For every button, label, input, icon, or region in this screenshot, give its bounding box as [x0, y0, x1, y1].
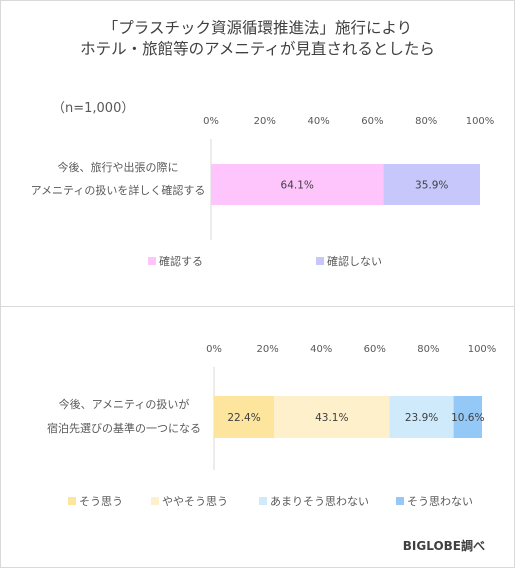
source-credit: BIGLOBE調べ — [402, 539, 485, 553]
title-line-2: ホテル・旅館等のアメニティが見直されるとしたら — [80, 40, 435, 58]
bar-segment-0-1 — [383, 164, 480, 205]
x-tick-label-0-4: 80% — [415, 116, 437, 127]
legend-label-1-0: そう思う — [79, 495, 123, 508]
x-tick-label-1-4: 80% — [417, 344, 439, 355]
legend-label-0-1: 確認しない — [327, 254, 382, 268]
x-tick-label-0-5: 100% — [466, 116, 495, 127]
legend-swatch-1-1 — [151, 497, 159, 505]
bar-segment-1-2 — [389, 396, 454, 438]
legend-label-1-3: そう思わない — [407, 495, 473, 508]
sample-size-label: （n=1,000） — [52, 101, 135, 116]
bar-segment-1-1 — [274, 396, 390, 438]
chart-title: 「プラスチック資源循環推進法」施行により ホテル・旅館等のアメニティが見直される… — [0, 18, 515, 60]
legend-swatch-1-0 — [68, 497, 76, 505]
x-tick-label-1-1: 20% — [256, 344, 278, 355]
x-tick-label-1-5: 100% — [468, 344, 497, 355]
bar-segment-1-0 — [214, 396, 275, 438]
x-tick-label-1-2: 40% — [310, 344, 332, 355]
legend-label-0-0: 確認する — [159, 254, 203, 268]
legend-swatch-0-1 — [316, 257, 324, 265]
category-label-1-0: 今後、アメニティの扱いが — [59, 397, 190, 411]
category-label-1-1: 宿泊先選びの基準の一つになる — [47, 421, 201, 435]
x-tick-label-0-2: 40% — [307, 116, 329, 127]
x-tick-label-0-1: 20% — [254, 116, 276, 127]
data-label-0-1: 35.9% — [415, 180, 448, 192]
data-label-1-0: 22.4% — [227, 412, 260, 424]
legend-swatch-1-3 — [396, 497, 404, 505]
bar-segment-0-0 — [211, 164, 384, 205]
section-divider — [0, 306, 515, 307]
x-tick-label-1-0: 0% — [206, 344, 222, 355]
legend-label-1-1: ややそう思う — [162, 495, 228, 508]
x-tick-label-0-0: 0% — [203, 116, 219, 127]
title-line-1: 「プラスチック資源循環推進法」施行により — [102, 19, 413, 37]
category-label-0-0: 今後、旅行や出張の際に — [58, 160, 179, 174]
x-tick-label-1-3: 60% — [364, 344, 386, 355]
legend-swatch-1-2 — [259, 497, 267, 505]
data-label-1-3: 10.6% — [451, 412, 484, 424]
legend-label-1-2: あまりそう思わない — [270, 495, 369, 508]
data-label-0-0: 64.1% — [281, 180, 314, 192]
bar-segment-1-3 — [453, 396, 482, 438]
category-label-0-1: アメニティの扱いを詳しく確認する — [31, 183, 206, 197]
legend-swatch-0-0 — [148, 257, 156, 265]
data-label-1-1: 43.1% — [315, 412, 348, 424]
x-tick-label-0-3: 60% — [361, 116, 383, 127]
data-label-1-2: 23.9% — [405, 412, 438, 424]
